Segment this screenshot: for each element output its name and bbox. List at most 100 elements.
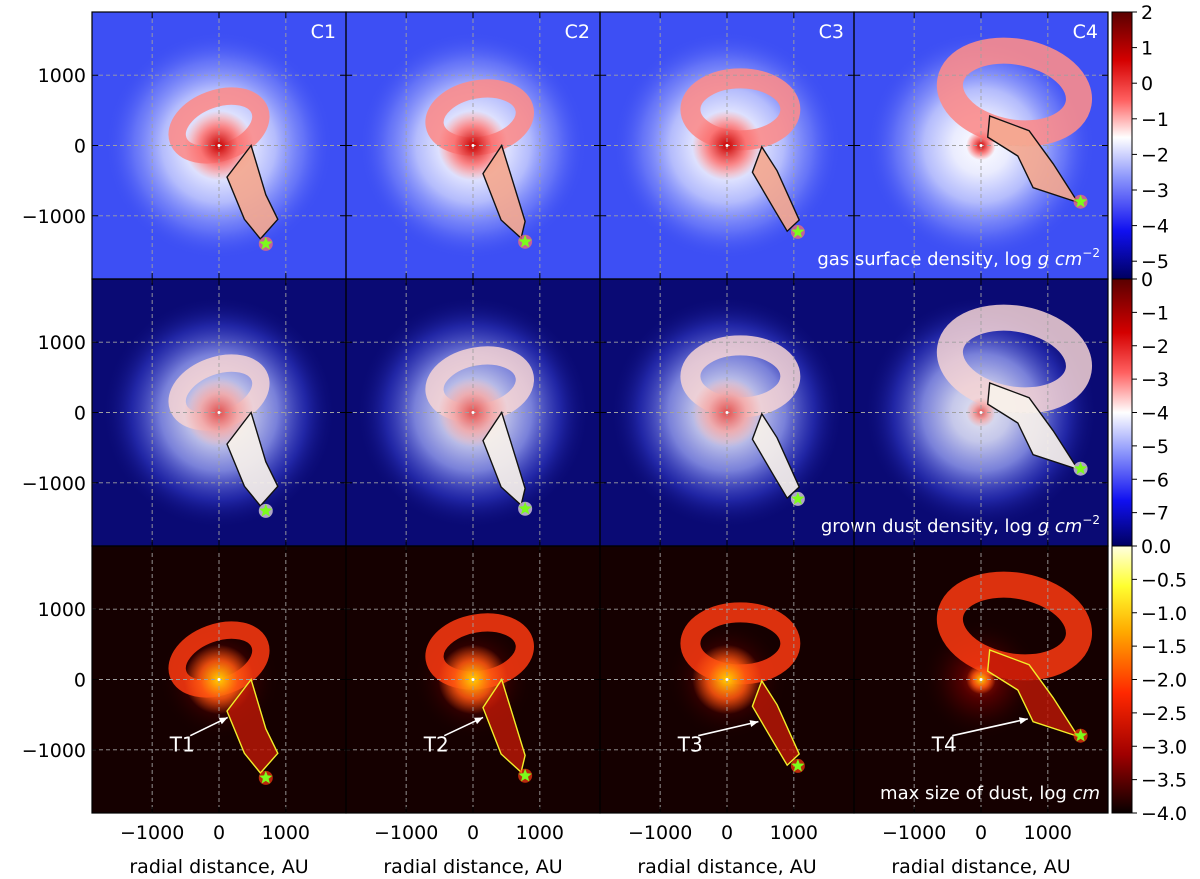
row-label-unit: cm [1073, 783, 1100, 804]
panel-content [92, 12, 346, 279]
tail-arrow-head [218, 717, 228, 725]
tail-region [986, 649, 1080, 738]
panel-content [854, 279, 1108, 546]
colorbar-tick-label: −3.0 [1141, 736, 1187, 758]
central-star-dot [471, 144, 475, 147]
central-star-dot [725, 144, 729, 147]
companion-star-marker [791, 758, 805, 772]
companion-star-marker [1073, 728, 1088, 742]
x-axis-label-0: radial distance, AU [129, 856, 308, 878]
column-label-c2: C2 [565, 21, 590, 43]
companion-star-marker [1073, 194, 1088, 208]
companion-star-marker [791, 224, 805, 238]
companion-star-marker [259, 770, 273, 784]
row-label-size: max size of dust, log cm [880, 783, 1100, 804]
row-label-exponent: −2 [1082, 246, 1100, 260]
y-tick-label: 0 [74, 136, 86, 158]
row-label-dust: grown dust density, log g cm−2 [821, 513, 1100, 537]
central-star-dot [979, 144, 983, 147]
colorbar-tick-label: −5 [1141, 251, 1169, 273]
x-axis-label-1: radial distance, AU [383, 856, 562, 878]
panel-dust-c4: grown dust density, log g cm−2 [821, 279, 1108, 546]
colorbar-ramp [1111, 11, 1133, 280]
y-tick-label: −1000 [22, 473, 86, 495]
row-label-text: grown dust density, log [821, 516, 1038, 537]
panel-gas-c2: C2 [346, 12, 600, 279]
colorbar-size: 0.0 −0.5 −1.0 −1.5 −2.0 −2.5 −3.0 −3.5 −4.0 [1111, 536, 1187, 825]
companion-star-marker [791, 491, 805, 505]
panel-dust-c2 [346, 279, 600, 546]
x-tick-label: −1000 [120, 822, 184, 844]
panel-content [600, 279, 854, 546]
central-star-dot [725, 678, 729, 681]
x-axis-label-3: radial distance, AU [891, 856, 1070, 878]
x-tick-label: 0 [975, 822, 987, 844]
tail-label-t2: T2 [423, 733, 449, 757]
central-star-dot [979, 678, 983, 681]
x-tick-label: 1000 [1024, 822, 1072, 844]
central-star-dot [471, 411, 475, 414]
colorbar-tick-label: 2 [1141, 2, 1153, 24]
y-tick-label: −1000 [22, 740, 86, 762]
tail-region [226, 410, 279, 507]
tail-arrow-head [749, 720, 759, 727]
colorbar-tick-label: −7 [1141, 503, 1169, 525]
colorbar-dust: 0 −1 −2 −3 −4 −5 −6 −7 [1111, 269, 1169, 547]
central-star-dot [725, 411, 729, 414]
central-star-dot [471, 678, 475, 681]
x-tick-label: 0 [467, 822, 479, 844]
row-label-exponent: −2 [1082, 513, 1100, 527]
y-tick-labels: 1000 0 −1000 1000 0 −1000 1000 0 −1000 [22, 65, 86, 762]
colorbar-tick-label: −2.0 [1141, 670, 1187, 692]
panel-border [853, 545, 1109, 814]
colorbar-tick-label: −4 [1141, 216, 1169, 238]
x-tick-label: 0 [213, 822, 225, 844]
companion-star-marker [259, 503, 273, 517]
x-tick-label: 0 [721, 822, 733, 844]
panel-size-c4: T4 max size of dust, log cm [854, 546, 1108, 813]
y-tick-label: 1000 [38, 332, 86, 354]
tail-arrow-head [1018, 717, 1028, 725]
figure-frame [91, 11, 1109, 814]
companion-star-marker [1073, 461, 1088, 475]
colorbar-ramp [1111, 545, 1133, 814]
tail-label-t3: T3 [677, 733, 703, 757]
column-label-c3: C3 [819, 21, 844, 43]
panel-dust-c1 [92, 279, 346, 546]
row-label-unit: g cm [1038, 249, 1083, 270]
panel-size-c3: T3 [600, 546, 854, 813]
tail-region [226, 143, 279, 240]
tail-arrow-line [952, 718, 1028, 737]
column-label-c1: C1 [311, 21, 336, 43]
x-tick-labels: −1000 0 1000 radial distance, AU −1000 0 1000 r… [120, 822, 1072, 878]
tail-region [751, 412, 801, 500]
x-tick-label: 1000 [262, 822, 310, 844]
colorbar-tick-label: −4.0 [1141, 803, 1187, 825]
x-tick-label: 1000 [516, 822, 564, 844]
tail-label-t4: T4 [931, 733, 957, 757]
colorbar-gas: 2 1 0 −1 −2 −3 −4 −5 [1111, 2, 1169, 280]
panel-content [854, 12, 1108, 279]
x-tick-label: −1000 [882, 822, 946, 844]
panel-content [346, 546, 600, 813]
colorbar-tick-label: −2.5 [1141, 703, 1187, 725]
central-star-dot [217, 411, 221, 414]
panel-content [346, 279, 600, 546]
tail-region [226, 677, 279, 775]
row-label-gas: gas surface density, log g cm−2 [817, 246, 1100, 270]
x-tick-label: 1000 [770, 822, 818, 844]
colorbar-tick-label: −5 [1141, 436, 1169, 458]
colorbar-tick-label: 0.0 [1141, 536, 1171, 558]
x-tick-label: −1000 [628, 822, 692, 844]
panel-size-c2: T2 [346, 546, 600, 813]
colorbar-tick-label: −1 [1141, 109, 1169, 131]
colorbar-tick-label: −1 [1141, 302, 1169, 324]
colorbar-tick-label: 1 [1141, 38, 1153, 60]
tail-region [751, 679, 801, 767]
companion-star-marker [518, 234, 532, 248]
central-star-dot [217, 144, 221, 147]
colorbar-tick-label: −0.5 [1141, 569, 1187, 591]
colorbar-tick-label: −2 [1141, 144, 1169, 166]
